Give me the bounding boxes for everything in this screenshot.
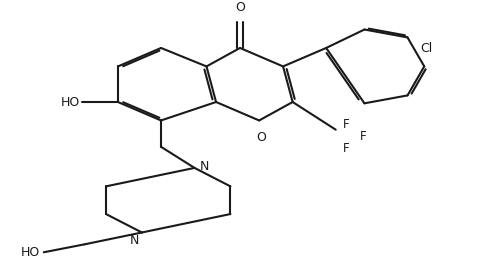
Text: N: N: [199, 160, 209, 173]
Text: HO: HO: [21, 246, 40, 259]
Text: F: F: [343, 142, 349, 155]
Text: Cl: Cl: [420, 41, 433, 54]
Text: F: F: [343, 118, 349, 131]
Text: N: N: [130, 234, 140, 247]
Text: HO: HO: [60, 96, 80, 108]
Text: O: O: [235, 1, 245, 14]
Text: F: F: [360, 130, 366, 143]
Text: O: O: [257, 131, 266, 144]
